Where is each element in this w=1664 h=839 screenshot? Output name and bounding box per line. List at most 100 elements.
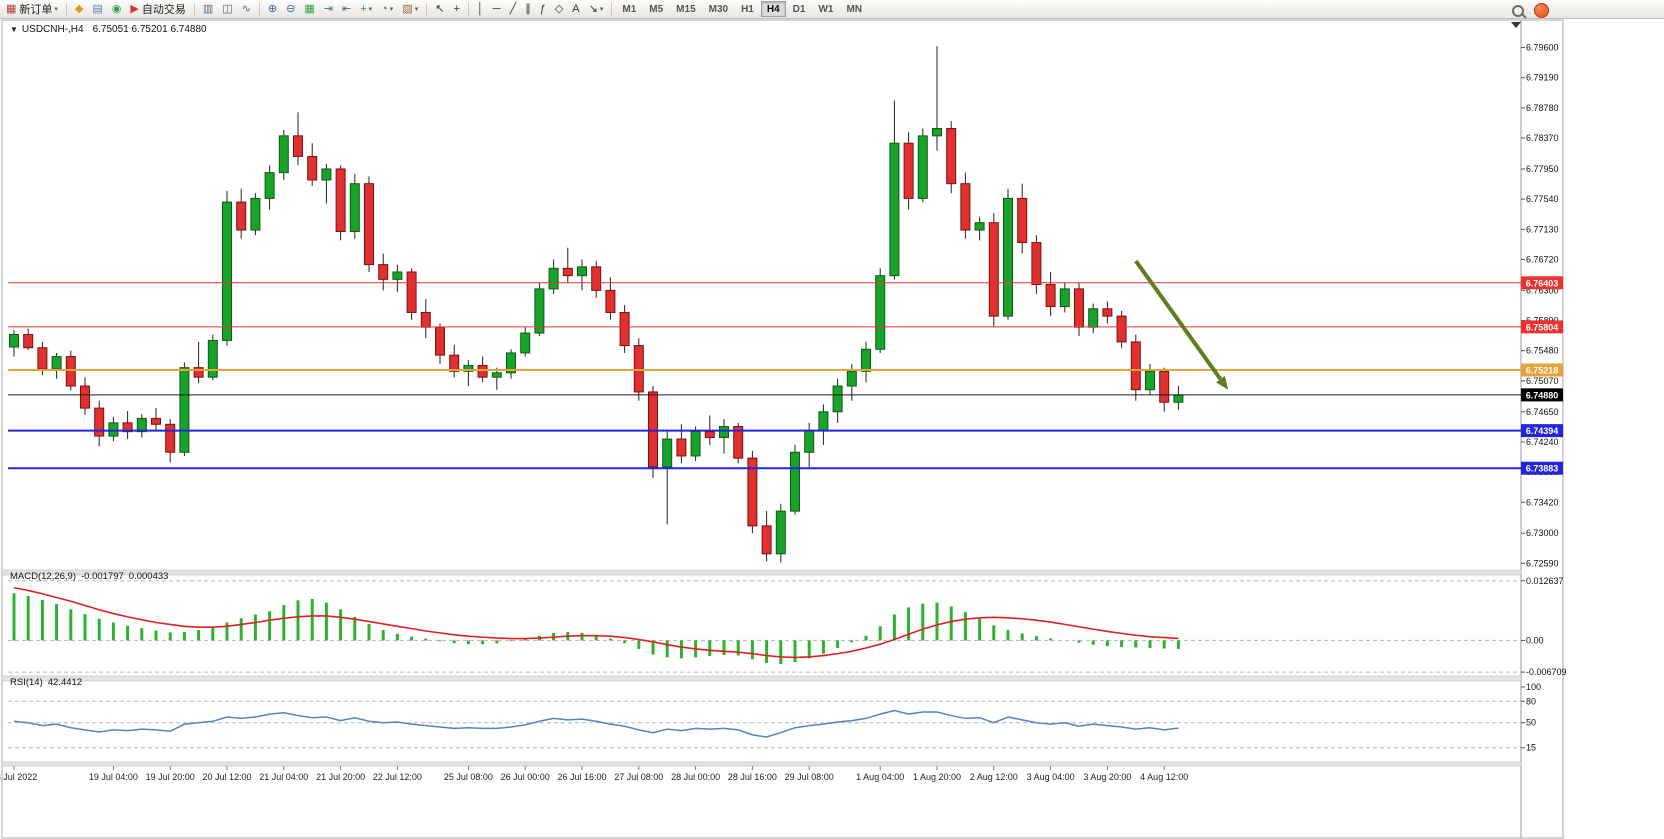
toolbar-separator <box>611 2 613 16</box>
svg-text:6.73000: 6.73000 <box>1526 528 1559 538</box>
rsi-panel: 100 80 50 15 <box>8 682 1541 753</box>
candles-layer <box>9 46 1184 563</box>
chart-shift-icon-glyph-icon: ⇤ <box>341 2 352 15</box>
panel-divider[interactable] <box>1 675 1522 682</box>
svg-text:6.78780: 6.78780 <box>1526 103 1559 113</box>
toolbar-separator <box>258 2 260 16</box>
svg-text:6.75480: 6.75480 <box>1526 346 1559 356</box>
zoom-out-icon[interactable]: ⊖ <box>282 0 299 18</box>
timeframe-h4-button[interactable]: H4 <box>760 1 786 17</box>
svg-text:6.73420: 6.73420 <box>1526 497 1559 507</box>
horizontal-line-icon-glyph-icon: ─ <box>492 2 501 15</box>
toolbar-separator <box>65 2 67 16</box>
trendline-icon[interactable]: ╱ <box>506 0 521 18</box>
periods-button[interactable]: ◔ ▾ <box>377 0 397 18</box>
indicators-button[interactable]: + ▾ <box>356 0 376 18</box>
tile-windows-icon-glyph-icon: ▦ <box>304 2 315 15</box>
candlestick-mode-icon[interactable]: ◫ <box>218 0 236 18</box>
svg-text:6.74880: 6.74880 <box>1526 390 1559 400</box>
svg-text:6.74650: 6.74650 <box>1526 407 1559 417</box>
zoom-in-icon[interactable]: ⊕ <box>264 0 281 18</box>
crosshair-icon-glyph-icon: + <box>453 2 460 15</box>
horizontal-line-icon[interactable]: ─ <box>489 0 505 18</box>
svg-text:6.77540: 6.77540 <box>1526 194 1559 204</box>
timeframe-d1-button[interactable]: D1 <box>792 3 806 15</box>
symbol-dropdown-icon[interactable]: ▼ <box>10 25 18 34</box>
templates-button[interactable]: ▧ ▾ <box>398 0 422 18</box>
svg-text:15: 15 <box>1526 743 1536 753</box>
crosshair-icon[interactable]: + <box>449 0 463 18</box>
cursor-icon[interactable]: ↖ <box>431 0 448 18</box>
arrows-tool-button[interactable]: ↘ ▾ <box>585 0 608 18</box>
bar-chart-mode-icon[interactable]: ▥ <box>199 0 217 18</box>
chevron-down-icon[interactable]: ▾ <box>599 6 604 13</box>
timeframe-h1-button[interactable]: H1 <box>741 3 754 15</box>
zoom-out-icon-glyph-icon: ⊖ <box>286 2 296 15</box>
new-order-glyph-icon: ▦ <box>6 2 17 15</box>
notification-badge-icon[interactable] <box>1534 3 1549 18</box>
chevron-down-icon[interactable]: ▾ <box>389 6 394 13</box>
auto-scroll-icon[interactable]: ⇥ <box>320 0 337 18</box>
svg-text:6.72590: 6.72590 <box>1526 558 1559 568</box>
timeframe-w1-button[interactable]: W1 <box>818 3 834 15</box>
timeframe-m5-button[interactable]: M5 <box>649 3 664 15</box>
data-window-icon[interactable]: ◉ <box>108 0 126 18</box>
svg-text:1 Aug 20:00: 1 Aug 20:00 <box>913 772 961 782</box>
rsi-indicator-label: RSI(14) 42.4412 <box>10 677 87 688</box>
charts-window-icon[interactable]: ▤ <box>88 0 106 18</box>
svg-text:28 Jul 00:00: 28 Jul 00:00 <box>671 772 720 782</box>
timeframe-m30-button[interactable]: M30 <box>708 3 729 15</box>
trend-arrow[interactable] <box>1134 259 1229 390</box>
candlestick-mode-icon-glyph-icon: ◫ <box>222 2 233 15</box>
tile-windows-icon[interactable]: ▦ <box>300 0 318 18</box>
svg-text:100: 100 <box>1526 682 1541 692</box>
macd-name: MACD(12,26,9) <box>10 571 76 582</box>
svg-text:21 Jul 20:00: 21 Jul 20:00 <box>316 772 365 782</box>
svg-text:26 Jul 16:00: 26 Jul 16:00 <box>557 772 606 782</box>
channel-icon[interactable]: ∥ <box>521 0 535 18</box>
chevron-down-icon[interactable]: ▾ <box>368 6 373 13</box>
svg-text:18 Jul 2022: 18 Jul 2022 <box>0 772 37 782</box>
time-axis[interactable]: 18 Jul 2022 19 Jul 04:00 19 Jul 20:00 20 Ju… <box>0 766 1188 782</box>
search-icon[interactable] <box>1512 4 1524 17</box>
chart-objects-layer[interactable]: 6.76403 6.75804 6.75218 6.74394 6.73883 6.748… <box>8 276 1563 475</box>
shapes-icon[interactable]: ◇ <box>551 0 567 18</box>
chart-shift-marker-icon[interactable] <box>1511 22 1521 28</box>
vertical-line-icon[interactable]: │ <box>473 0 488 18</box>
panel-divider[interactable] <box>1 569 1522 576</box>
timeframe-mn-button[interactable]: MN <box>846 3 863 15</box>
new-order-button-label: 新订单 <box>19 4 53 16</box>
chevron-down-icon[interactable]: ▾ <box>414 6 419 13</box>
svg-text:6.73883: 6.73883 <box>1526 464 1559 474</box>
text-label-icon[interactable]: A <box>568 0 583 18</box>
toolbar-right-group <box>1512 3 1549 18</box>
svg-text:6.75070: 6.75070 <box>1526 376 1559 386</box>
panel-divider[interactable] <box>1 761 1522 767</box>
chart-shift-icon[interactable]: ⇤ <box>338 0 355 18</box>
autotrading-button[interactable]: ▶ 自动交易 <box>126 0 189 18</box>
svg-text:19 Jul 20:00: 19 Jul 20:00 <box>146 772 195 782</box>
line-chart-mode-icon[interactable]: ∿ <box>238 0 255 18</box>
svg-text:6.77950: 6.77950 <box>1526 164 1559 174</box>
fibonacci-icon[interactable]: ƒ <box>536 0 550 18</box>
svg-text:6.76403: 6.76403 <box>1526 278 1559 288</box>
timeframe-m15-button[interactable]: M15 <box>676 3 696 15</box>
periods-glyph-icon: ◔ <box>381 2 388 15</box>
svg-text:2 Aug 12:00: 2 Aug 12:00 <box>970 772 1018 782</box>
chevron-down-icon[interactable]: ▾ <box>54 6 58 13</box>
macd-signal-line <box>13 586 1179 659</box>
timeframe-m1-button[interactable]: M1 <box>622 3 637 15</box>
svg-text:6.74240: 6.74240 <box>1526 437 1559 447</box>
rsi-line <box>13 709 1179 738</box>
metaquotes-market-icon[interactable]: ◆ <box>71 0 87 18</box>
svg-text:6.74394: 6.74394 <box>1526 426 1559 436</box>
svg-text:6.76720: 6.76720 <box>1526 254 1559 264</box>
svg-text:4 Aug 12:00: 4 Aug 12:00 <box>1140 772 1188 782</box>
new-order-button[interactable]: ▦ 新订单 ▾ <box>2 0 62 18</box>
svg-text:0.012637: 0.012637 <box>1526 576 1564 586</box>
svg-text:27 Jul 08:00: 27 Jul 08:00 <box>614 772 663 782</box>
svg-text:29 Jul 08:00: 29 Jul 08:00 <box>785 772 834 782</box>
chart-title: ▼ USDCNH-,H4 6.75051 6.75201 6.74880 <box>10 24 207 35</box>
price-axis[interactable]: 6.79600 6.79190 6.78780 6.78370 6.77950 6.775… <box>1521 43 1559 569</box>
